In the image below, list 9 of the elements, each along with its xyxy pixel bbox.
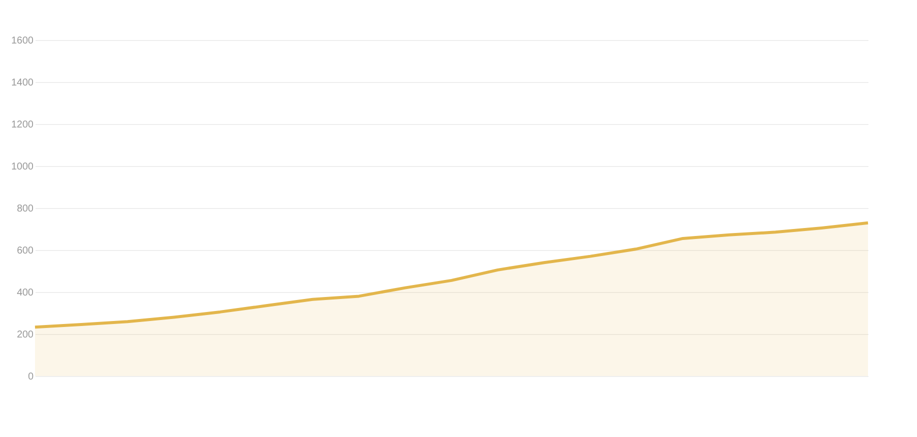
y-tick-label: 1000 bbox=[11, 162, 34, 172]
y-tick-label: 1400 bbox=[11, 78, 34, 88]
y-tick-label: 400 bbox=[16, 288, 34, 298]
y-tick-label: 1600 bbox=[11, 36, 34, 46]
y-tick-label: 200 bbox=[16, 330, 34, 340]
y-tick-label: 0 bbox=[28, 372, 34, 382]
y-tick-label: 800 bbox=[16, 204, 34, 214]
y-tick-label: 600 bbox=[16, 246, 34, 256]
y-tick-label: 1200 bbox=[11, 120, 34, 130]
